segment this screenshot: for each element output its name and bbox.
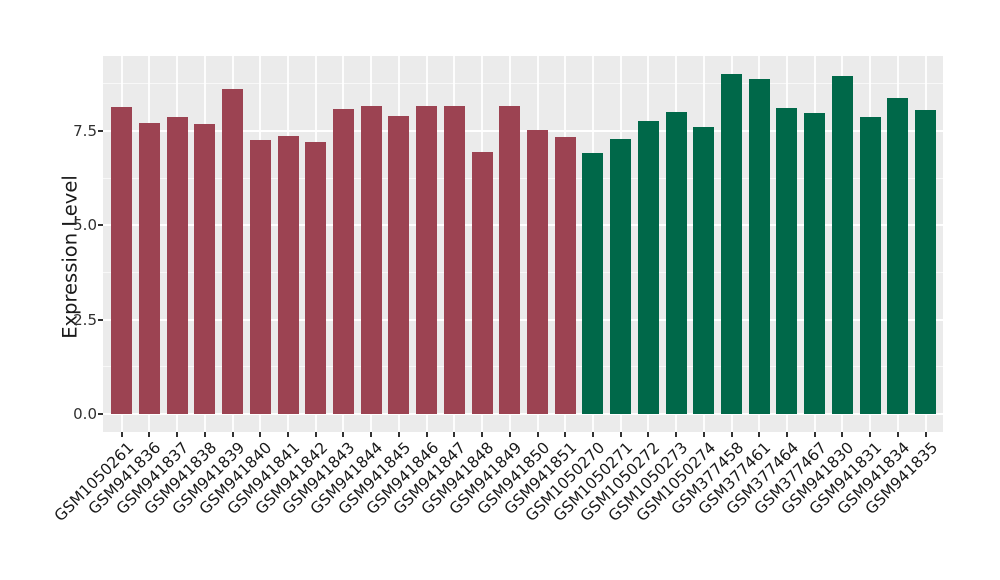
x-tick-mark [453,432,456,437]
x-tick-mark [259,432,262,437]
bar-GSM941848 [471,152,493,414]
x-tick-mark [702,432,705,437]
bar-GSM941841 [277,136,299,414]
x-tick-mark [869,432,872,437]
bar-GSM941846 [416,106,438,414]
gridline-minor [103,366,943,368]
bar-GSM941850 [527,130,548,414]
bar-GSM1050270 [582,153,604,414]
x-tick-mark [647,432,650,437]
x-tick-mark [675,432,678,437]
bar-GSM941831 [859,116,881,414]
x-tick-mark [397,432,400,437]
x-tick-mark [841,432,844,437]
bar-GSM377464 [776,108,798,414]
y-tick-mark [98,318,103,321]
x-tick-mark [536,432,539,437]
x-tick-mark [785,432,788,437]
bar-GSM941835 [915,109,937,414]
bar-GSM941838 [194,123,216,414]
bar-GSM941849 [499,106,521,414]
x-tick-mark [370,432,373,437]
gridline-major [103,413,943,415]
bar-GSM1050273 [665,111,687,414]
x-tick-mark [203,432,206,437]
y-tick-label: 7.5 [73,122,97,141]
bar-GSM377467 [804,112,826,414]
bar-GSM941834 [887,98,909,414]
y-tick-label: 0.0 [73,405,97,423]
bar-GSM941842 [305,141,327,414]
x-tick-mark [619,432,622,437]
bar-GSM377461 [748,78,770,414]
x-tick-mark [508,432,511,437]
x-tick-mark [758,432,761,437]
gridline-major [103,130,943,133]
x-tick-mark [176,432,179,437]
bar-GSM1050261 [111,107,133,414]
gridline-major [103,318,943,321]
bar-GSM377458 [721,74,743,414]
x-tick-mark [924,432,927,437]
y-tick-label: 2.5 [73,310,97,329]
gridline-minor [103,83,943,85]
x-tick-mark [231,432,234,437]
x-tick-mark [425,432,428,437]
x-tick-mark [148,432,151,437]
y-tick-mark [98,130,103,133]
y-tick-label: 5.0 [73,216,97,235]
x-tick-mark [481,432,484,437]
bar-GSM941830 [831,75,853,414]
bar-GSM941836 [138,122,160,414]
x-tick-mark [120,432,123,437]
x-tick-mark [591,432,594,437]
plot-panel [103,56,943,432]
gridline-minor [103,177,943,179]
x-tick-mark [314,432,317,437]
bar-GSM941845 [388,115,410,414]
x-tick-mark [287,432,290,437]
x-tick-mark [342,432,345,437]
x-tick-mark [896,432,899,437]
bar-GSM941844 [360,106,382,414]
bar-GSM1050274 [693,126,715,414]
y-tick-mark [98,224,103,227]
x-tick-mark [730,432,733,437]
bar-GSM941839 [222,89,244,414]
bar-GSM941843 [332,109,354,414]
bar-GSM941840 [249,140,271,414]
gridline-minor [103,272,943,274]
gridline-major [103,224,943,227]
bar-GSM1050272 [637,121,659,414]
x-tick-mark [564,432,567,437]
bar-GSM941837 [166,117,188,414]
bar-GSM1050271 [610,139,632,414]
bar-GSM941847 [443,106,465,414]
bar-GSM941851 [554,137,576,414]
x-tick-mark [813,432,816,437]
y-tick-mark [98,413,103,415]
